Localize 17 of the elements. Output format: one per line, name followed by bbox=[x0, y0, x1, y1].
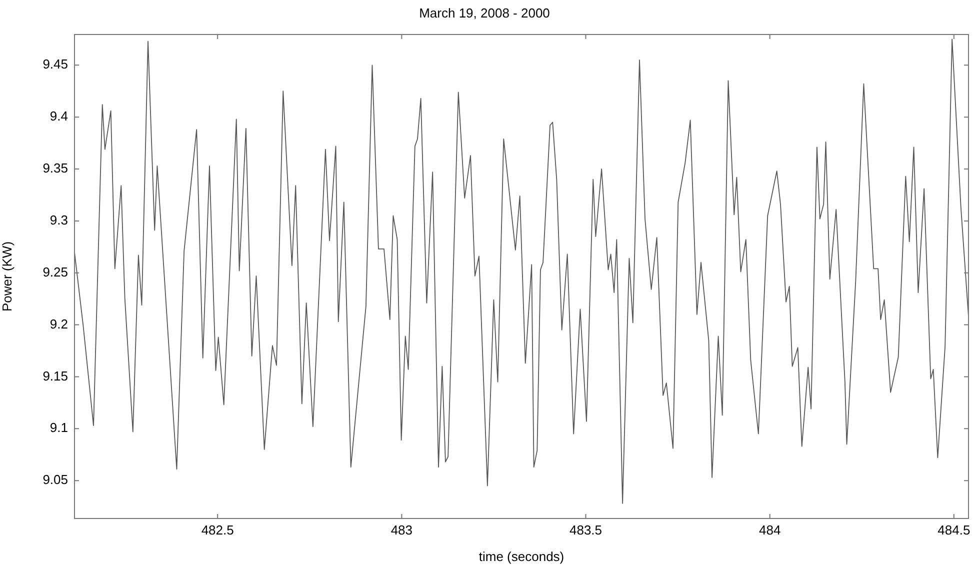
y-tick-label: 9.2 bbox=[50, 316, 68, 332]
x-tick-label: 483.5 bbox=[569, 522, 602, 538]
y-tick-label: 9.05 bbox=[42, 472, 68, 488]
y-tick-label: 9.15 bbox=[42, 368, 68, 384]
x-tick-label: 483 bbox=[390, 522, 413, 538]
y-tick-label: 9.45 bbox=[42, 56, 68, 72]
y-tick-label: 9.1 bbox=[50, 420, 68, 436]
x-tick-label: 484 bbox=[758, 522, 781, 538]
y-tick-label: 9.4 bbox=[50, 108, 68, 124]
y-tick-label: 9.25 bbox=[42, 264, 68, 280]
y-axis-title: Power (KW) bbox=[0, 241, 14, 312]
chart-title: March 19, 2008 - 2000 bbox=[419, 5, 550, 20]
y-tick-label: 9.3 bbox=[50, 212, 68, 228]
x-axis-title: time (seconds) bbox=[478, 548, 564, 564]
x-tick-label: 484.5 bbox=[938, 522, 970, 538]
y-tick-label: 9.35 bbox=[42, 160, 68, 176]
x-tick-label: 482.5 bbox=[201, 522, 234, 538]
